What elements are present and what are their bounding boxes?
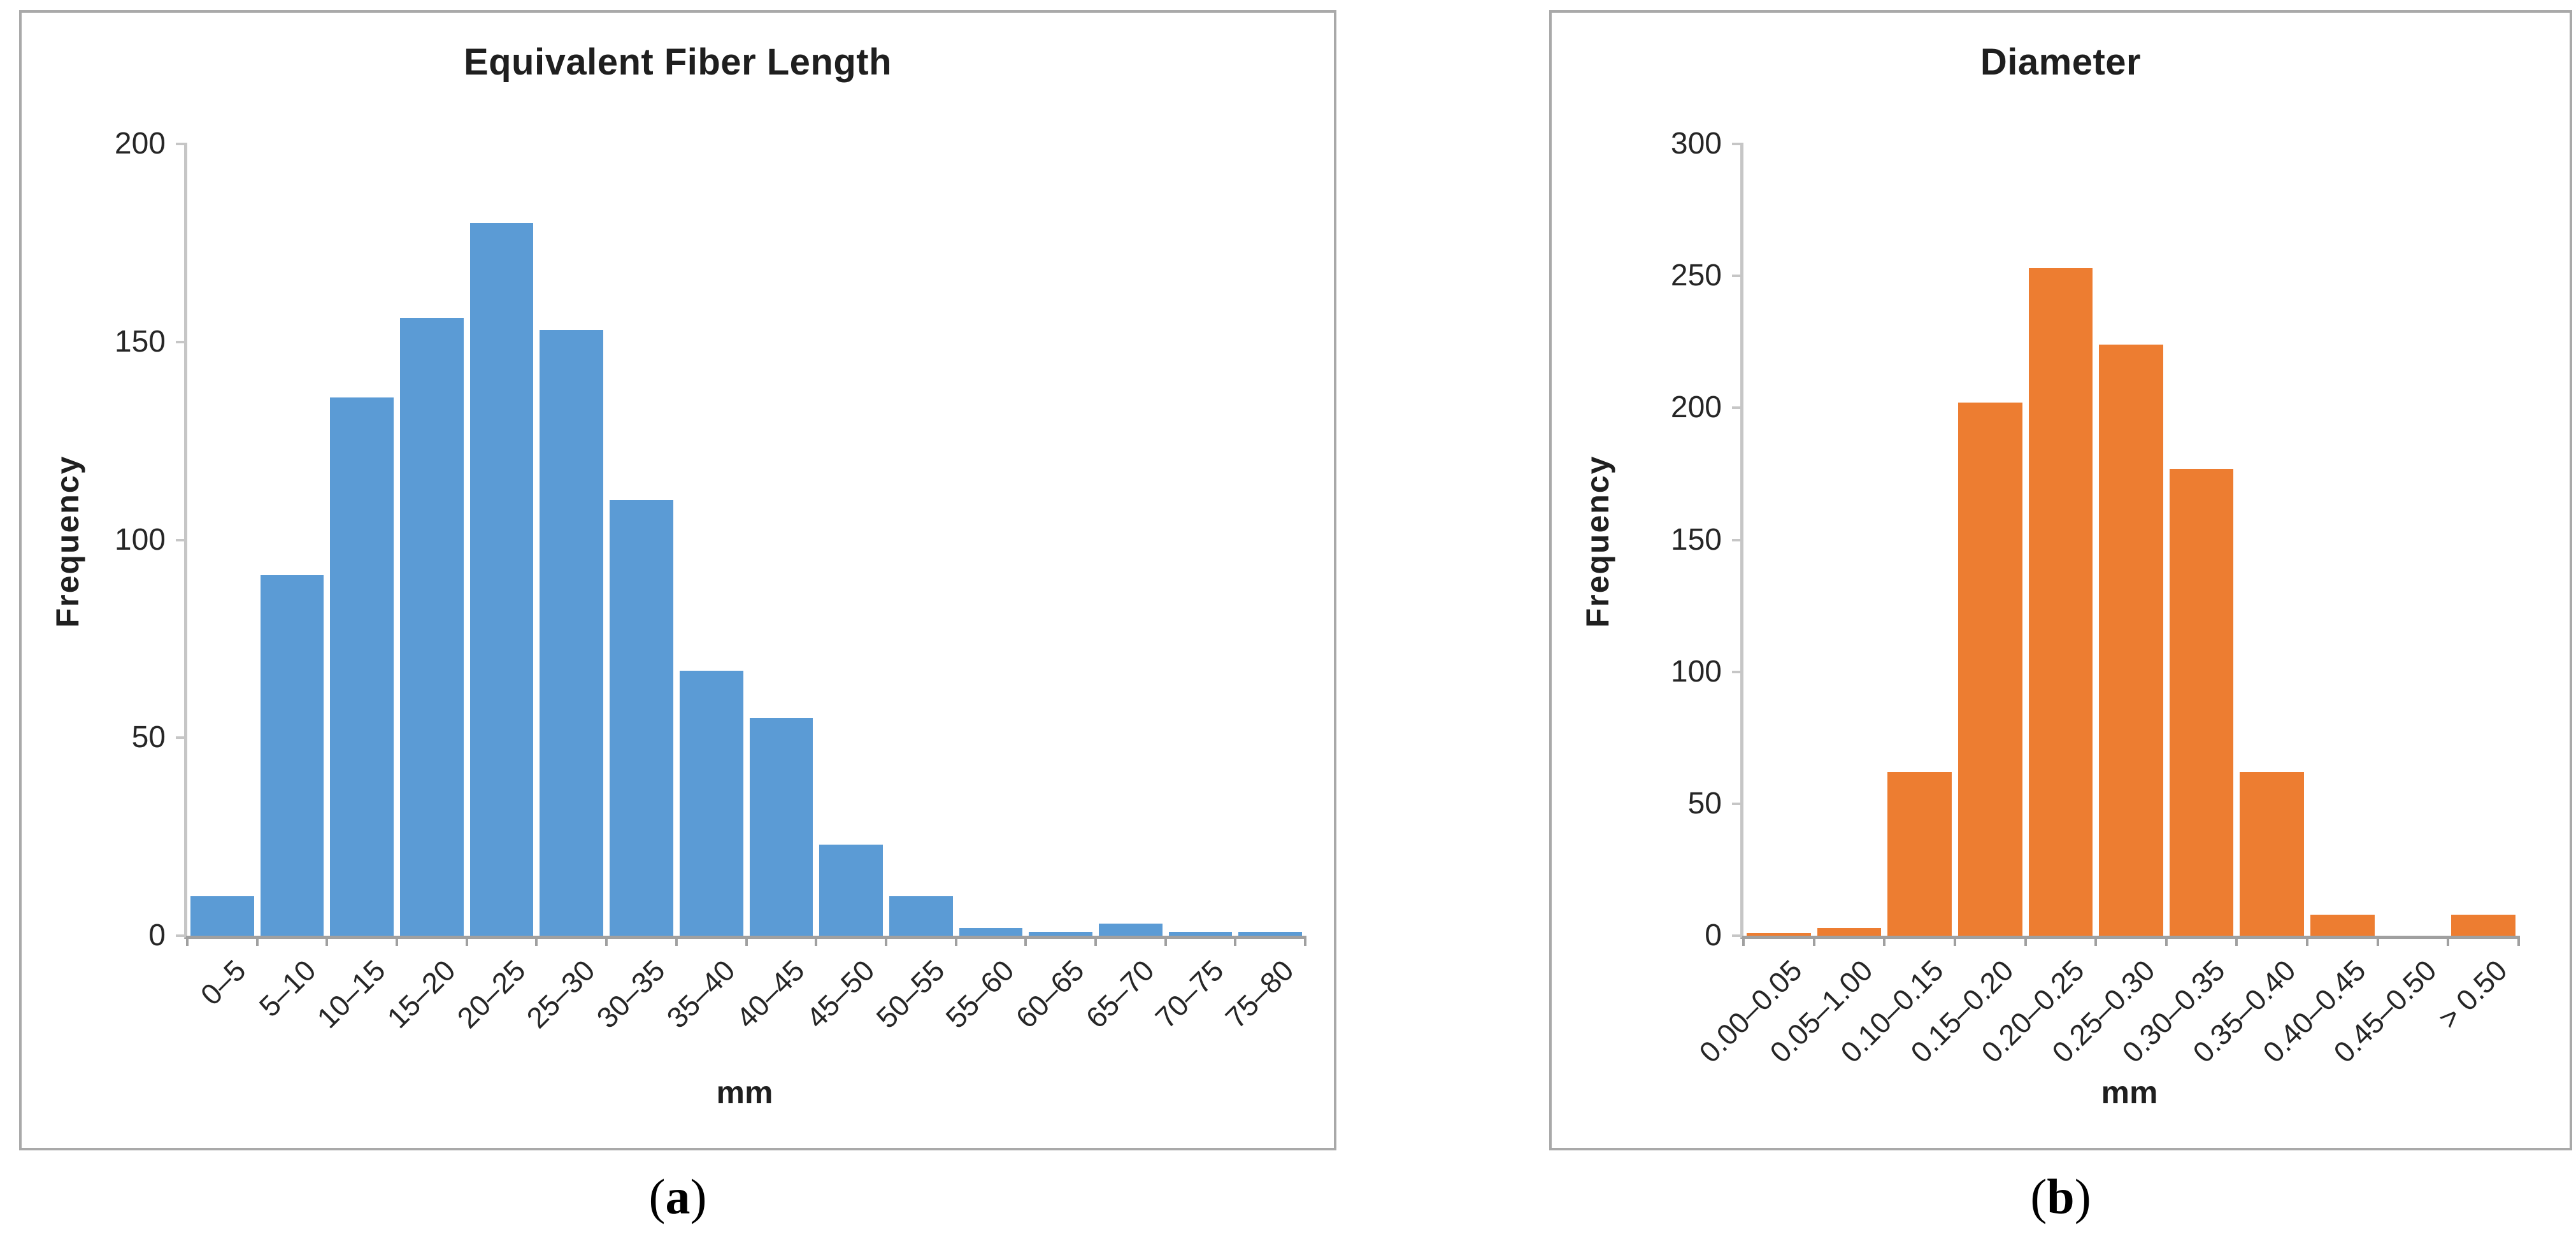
x-tick-mark [186,936,189,946]
bar-25–30 [540,330,604,936]
bar-15–20 [400,318,464,936]
y-tick-label: 0 [148,919,166,952]
y-tick-label: 50 [131,720,166,755]
x-tick-mark [1742,936,1745,946]
plot-area: 0 50 100 150 200 250 300 0.00–0.05 0.05–1.00 0.10… [1671,129,2520,1069]
bar-> 0.50 [2451,914,2515,936]
caption-paren-close: ) [690,1169,707,1224]
x-tick-mark [326,936,329,946]
y-tick-mark [1732,934,1743,937]
bar-65–70 [1098,924,1163,936]
y-tick-mark [176,934,187,937]
x-tick-mark [2024,936,2027,946]
bar-0.00–0.05 [1747,933,1811,936]
y-tick-label: 150 [114,324,166,359]
y-tick-mark [1732,802,1743,805]
x-tick-mark [745,936,748,946]
bar-45–50 [819,845,883,936]
y-tick-mark [1732,406,1743,410]
caption-paren-close: ) [2074,1169,2091,1224]
y-tick-label: 250 [1670,259,1722,293]
bar-50–55 [889,896,953,936]
bar-0.15–0.20 [1957,403,2022,936]
x-tick-mark [1094,936,1097,946]
y-tick-mark [176,143,187,145]
bar-0.30–0.35 [2169,468,2234,936]
caption-paren-open: ( [2030,1169,2047,1224]
bar-75–80 [1238,931,1302,936]
bar-40–45 [749,718,813,936]
bar-0.40–0.45 [2310,914,2375,936]
x-tick-mark [2517,936,2520,946]
x-tick-mark [605,936,608,946]
y-tick-mark [176,538,187,541]
x-axis-label: mm [2101,1075,2158,1110]
bar-35–40 [679,670,743,936]
x-tick-mark [2235,936,2238,946]
x-tick-mark [535,936,538,946]
y-tick-mark [1732,275,1743,278]
y-tick-label: 300 [1670,127,1722,161]
x-tick-mark [815,936,818,946]
x-tick-mark [1164,936,1167,946]
bar-0.20–0.25 [2028,268,2093,936]
y-tick-mark [1732,143,1743,145]
figure-caption-b: (b) [1549,1168,2572,1232]
x-tick-mark [255,936,259,946]
x-tick-mark [1234,936,1237,946]
x-tick-mark [2447,936,2450,946]
x-axis-label: mm [716,1075,773,1110]
x-tick-mark [1304,936,1306,946]
chart-title: Equivalent Fiber Length [463,41,892,83]
bar-30–35 [610,500,673,936]
y-tick-label: 50 [1687,786,1722,820]
caption-letter: a [665,1169,691,1224]
x-tick-mark [396,936,399,946]
panel-a-equivalent-fiber-length: Equivalent Fiber Length Frequency 0 50 100… [19,10,1336,1150]
x-tick-mark [1024,936,1027,946]
caption-letter: b [2047,1169,2075,1224]
x-tick-mark [2094,936,2098,946]
bar-70–75 [1168,931,1233,936]
y-tick-label: 0 [1705,919,1722,952]
x-tick-mark [1883,936,1886,946]
y-tick-mark [176,340,187,343]
y-tick-label: 150 [1670,522,1722,557]
bar-20–25 [469,223,534,936]
x-tick-mark [1953,936,1956,946]
y-tick-label: 200 [1670,390,1722,425]
y-tick-label: 100 [114,522,166,557]
bar-5–10 [260,575,324,936]
chart-title: Diameter [1980,41,2142,83]
x-tick-mark [2376,936,2379,946]
plot-area: 0 50 100 150 200 0–5 5–10 10–15 15–20 20–25 25–30 3… [115,129,1306,1034]
x-tick-mark [465,936,468,946]
x-tick-mark [2306,936,2309,946]
bar-0.25–0.30 [2099,344,2163,936]
y-axis-label: Frequency [1580,455,1615,628]
bar-10–15 [330,397,394,936]
panel-b-diameter: Diameter Frequency 0 50 100 150 200 250 300 0.0… [1549,10,2572,1150]
bar-60–65 [1029,931,1092,936]
x-tick-mark [2165,936,2168,946]
y-tick-label: 200 [114,127,166,161]
figure-caption-a: (a) [19,1168,1336,1232]
x-tick-mark [954,936,957,946]
x-tick-mark [1812,936,1815,946]
bar-55–60 [959,927,1023,936]
bar-0.10–0.15 [1887,772,1952,936]
bar-0.05–1.00 [1817,927,1882,936]
bar-0–5 [190,896,254,936]
y-tick-mark [1732,538,1743,541]
x-tick-mark [884,936,887,946]
y-tick-mark [1732,670,1743,673]
y-tick-label: 100 [1670,654,1722,689]
bar-0.35–0.40 [2240,772,2305,936]
x-tick-mark [675,936,678,946]
caption-paren-open: ( [648,1169,666,1224]
y-tick-mark [176,736,187,740]
